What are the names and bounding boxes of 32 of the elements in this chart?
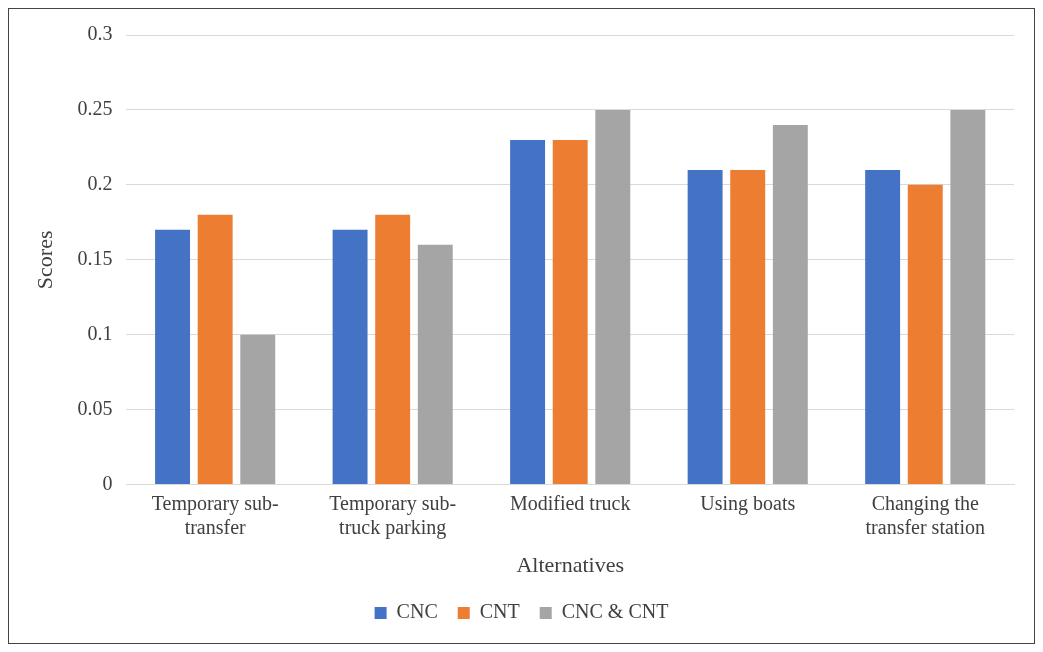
bar (375, 214, 411, 485)
bar (197, 214, 233, 485)
legend-label: CNT (479, 600, 520, 623)
y-axis-title: Scores (31, 230, 57, 290)
y-tick-label: 0.05 (77, 396, 113, 419)
y-tick-label: 0.15 (77, 247, 113, 270)
bar (552, 139, 588, 485)
bar (865, 169, 901, 485)
x-axis-title: Alternatives (516, 551, 624, 577)
y-tick-label: 0.2 (87, 172, 113, 195)
y-tick-label: 0.25 (77, 97, 113, 120)
bar (417, 244, 453, 485)
legend-label: CNC & CNT (561, 600, 669, 623)
x-tick-label: Modified truck (509, 491, 631, 514)
bar (730, 169, 766, 485)
x-tick-label: Temporary sub-transfer (151, 491, 279, 538)
bar (772, 124, 808, 485)
bar (595, 109, 631, 485)
bar (332, 229, 368, 485)
bar (510, 139, 546, 485)
bar (240, 334, 276, 485)
bar (950, 109, 986, 485)
y-tick-label: 0.1 (87, 321, 113, 344)
bar (907, 184, 943, 485)
legend-label: CNC (396, 600, 438, 623)
bar (687, 169, 723, 485)
bar (155, 229, 191, 485)
x-tick-label: Changing the transfer station (865, 491, 985, 538)
x-tick-label: Using boats (700, 491, 796, 515)
y-tick-label: 0 (102, 471, 113, 494)
x-tick-label: Temporary sub-truck parking (329, 491, 457, 539)
y-tick-label: 0.3 (87, 22, 113, 45)
